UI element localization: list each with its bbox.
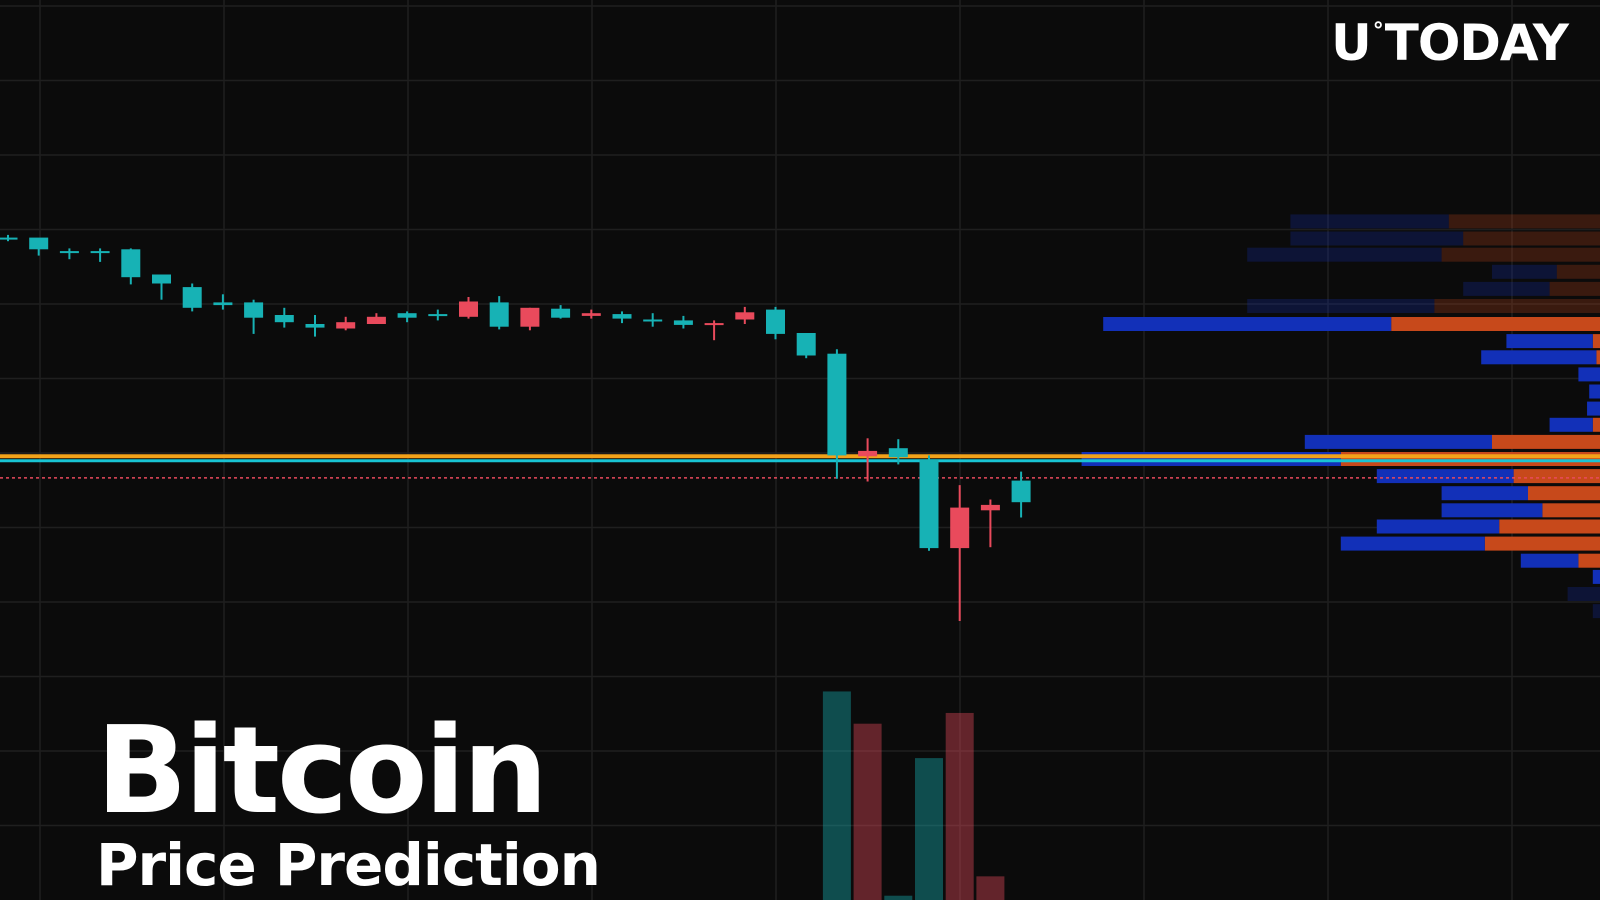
volume-profile-buy-bar <box>1578 367 1600 382</box>
volume-profile-buy-bar <box>1290 214 1449 229</box>
candle-body <box>888 448 908 458</box>
logo-right: TODAY <box>1384 14 1569 72</box>
volume-profile-sell-bar <box>1441 247 1600 262</box>
volume-profile <box>1081 214 1600 619</box>
volume-profile-buy-bar <box>1340 536 1485 551</box>
candle-body <box>950 507 970 549</box>
candle-body <box>735 312 755 320</box>
candle-body <box>612 314 632 319</box>
volume-profile-sell-bar <box>1492 434 1600 449</box>
candle-body <box>90 251 110 254</box>
candle-body <box>213 302 233 306</box>
volume-profile-buy-bar <box>1481 350 1597 365</box>
volume-profile-sell-bar <box>1592 417 1600 432</box>
candle-body <box>244 302 264 318</box>
headline-title: Bitcoin <box>96 702 548 841</box>
candle-body <box>551 308 571 318</box>
candle-body <box>152 274 171 284</box>
candle-body <box>489 302 509 327</box>
candlesticks <box>0 234 1031 621</box>
volume-profile-buy-bar <box>1587 401 1600 416</box>
volume-profile-sell-bar <box>1484 536 1600 551</box>
headline-subtitle: Price Prediction <box>96 831 601 899</box>
volume-profile-buy-bar <box>1304 434 1492 449</box>
volume-profile-buy-bar <box>1376 469 1514 484</box>
volume-profile-sell-bar <box>1556 264 1600 279</box>
volume-bar <box>915 758 943 900</box>
candle-body <box>827 353 847 456</box>
volume-bar <box>853 723 882 900</box>
candle-body <box>182 287 202 308</box>
volume-profile-buy-bar <box>1592 604 1600 619</box>
candle-body <box>673 320 693 325</box>
candle-body <box>0 237 18 240</box>
candle-body <box>305 324 325 328</box>
candle-body <box>796 333 816 356</box>
volume-profile-buy-bar <box>1492 264 1557 279</box>
volume-bars <box>822 691 1005 900</box>
price-levels <box>0 454 1600 479</box>
candle-body <box>121 249 141 278</box>
volume-profile-buy-bar <box>1549 417 1593 432</box>
volume-profile-buy-bar <box>1103 317 1392 331</box>
candle-body <box>980 504 1000 511</box>
brand-logo: U°TODAY <box>1331 18 1569 68</box>
candle-body <box>919 459 939 549</box>
volume-profile-sell-bar <box>1513 469 1600 484</box>
volume-profile-buy-bar <box>1441 486 1528 501</box>
candle-body <box>397 313 417 318</box>
candle-body <box>704 323 724 326</box>
volume-profile-sell-bar <box>1528 486 1600 501</box>
volume-profile-buy-bar <box>1463 281 1550 296</box>
logo-degree: ° <box>1372 19 1384 45</box>
candle-body <box>766 309 785 334</box>
candle-body <box>581 313 601 316</box>
volume-profile-sell-bar <box>1434 299 1600 313</box>
volume-bar <box>822 691 851 900</box>
volume-profile-sell-bar <box>1596 350 1600 365</box>
volume-bar <box>945 712 974 900</box>
volume-bar <box>884 895 913 900</box>
volume-profile-sell-bar <box>1542 503 1600 518</box>
volume-profile-sell-bar <box>1592 334 1600 349</box>
volume-profile-buy-bar <box>1376 519 1500 534</box>
candle-body <box>428 314 448 317</box>
candle-body <box>336 322 356 329</box>
candle-body <box>459 301 478 317</box>
volume-profile-buy-bar <box>1589 384 1600 399</box>
headline: Bitcoin Price Prediction <box>96 702 601 899</box>
candle-body <box>643 319 663 322</box>
volume-profile-buy-bar <box>1506 334 1593 349</box>
volume-profile-sell-bar <box>1549 281 1600 296</box>
candle-body <box>858 450 878 457</box>
volume-profile-sell-bar <box>1448 214 1600 229</box>
volume-profile-buy-bar <box>1247 247 1442 262</box>
volume-profile-buy-bar <box>1247 299 1435 313</box>
volume-bar <box>976 876 1005 900</box>
candle-body <box>1011 480 1031 503</box>
candle-body <box>366 316 386 324</box>
volume-profile-sell-bar <box>1578 553 1600 568</box>
candle-body <box>520 307 540 327</box>
volume-profile-sell-bar <box>1499 519 1600 534</box>
volume-profile-sell-bar <box>1340 452 1600 466</box>
candle-body <box>59 251 79 254</box>
volume-profile-buy-bar <box>1567 587 1600 601</box>
volume-profile-buy-bar <box>1290 231 1464 246</box>
volume-profile-buy-bar <box>1081 452 1341 466</box>
volume-profile-buy-bar <box>1520 553 1579 568</box>
candle-body <box>29 237 49 250</box>
volume-profile-sell-bar <box>1463 231 1600 246</box>
logo-left: U <box>1331 14 1372 72</box>
volume-profile-buy-bar <box>1441 503 1543 518</box>
volume-profile-buy-bar <box>1592 569 1600 584</box>
volume-profile-sell-bar <box>1391 317 1600 331</box>
candle-body <box>274 315 294 323</box>
